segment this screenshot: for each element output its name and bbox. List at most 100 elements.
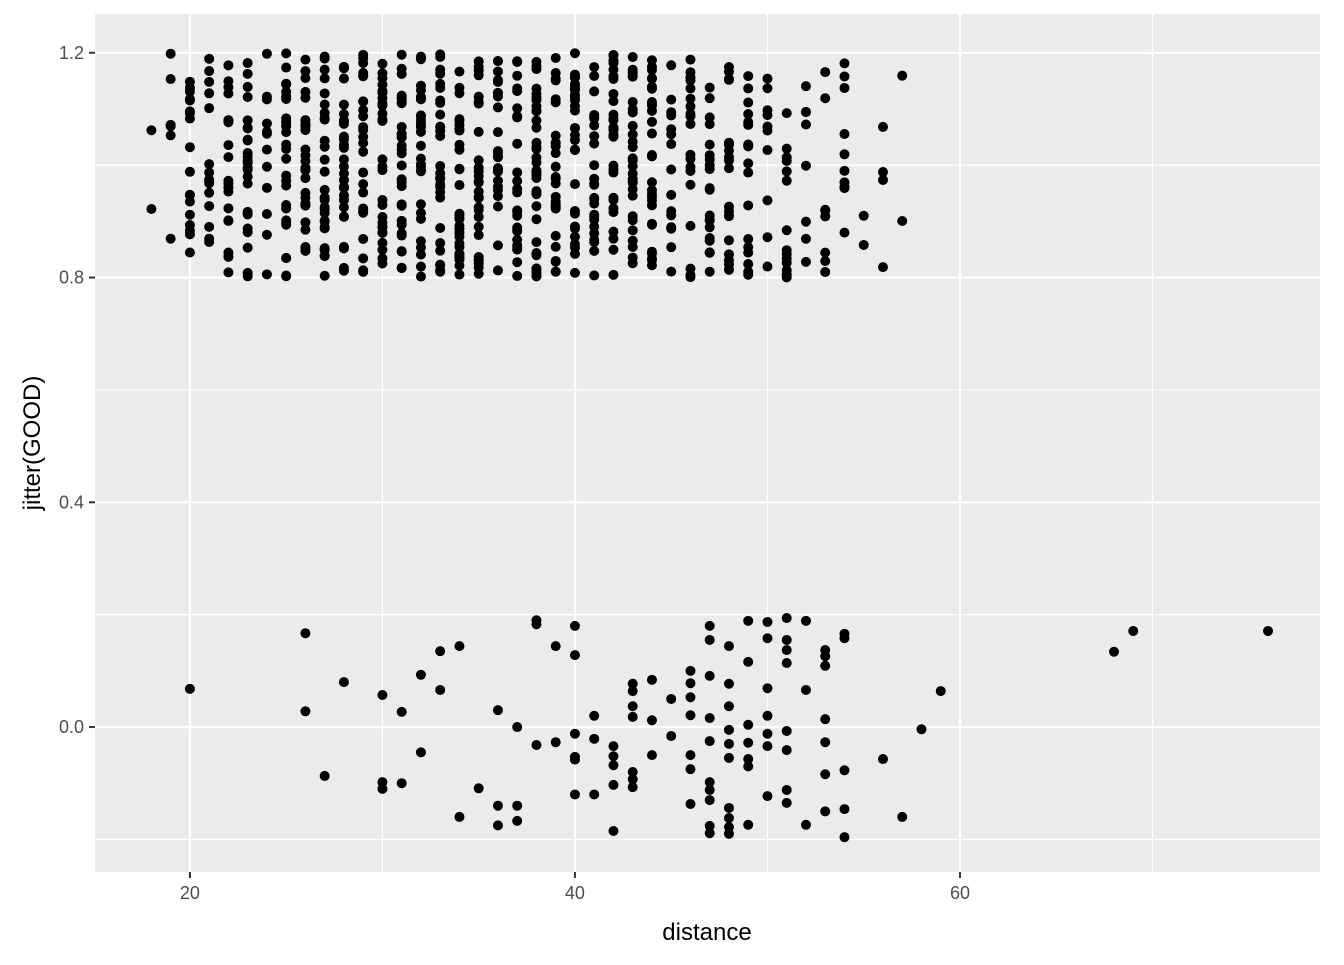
- data-point: [569, 80, 580, 91]
- data-point: [396, 63, 407, 74]
- data-point: [223, 115, 234, 126]
- data-point: [435, 646, 446, 657]
- data-point: [723, 137, 734, 148]
- data-point: [396, 228, 407, 239]
- data-point: [492, 201, 503, 212]
- data-point: [781, 225, 792, 236]
- data-point: [723, 724, 734, 735]
- data-point: [781, 613, 792, 624]
- data-point: [704, 233, 715, 244]
- data-point: [820, 651, 831, 662]
- data-point: [723, 74, 734, 85]
- data-point: [415, 51, 426, 62]
- data-point: [589, 86, 600, 97]
- data-point: [627, 225, 638, 236]
- data-point: [743, 109, 754, 120]
- data-point: [704, 670, 715, 681]
- data-point: [319, 154, 330, 165]
- x-tick-label: 20: [180, 883, 200, 903]
- data-point: [204, 66, 215, 77]
- data-point: [435, 222, 446, 233]
- data-point: [820, 205, 831, 216]
- data-point: [300, 92, 311, 103]
- data-point: [646, 65, 657, 76]
- data-point: [743, 266, 754, 277]
- data-point: [800, 81, 811, 92]
- data-point: [627, 120, 638, 131]
- data-point: [242, 91, 253, 102]
- data-point: [338, 134, 349, 145]
- data-point: [281, 94, 292, 105]
- data-point: [358, 49, 369, 60]
- data-point: [666, 693, 677, 704]
- data-point: [415, 161, 426, 172]
- data-point: [512, 183, 523, 194]
- data-point: [685, 179, 696, 190]
- data-point: [242, 147, 253, 158]
- data-point: [396, 181, 407, 192]
- data-point: [435, 187, 446, 198]
- data-point: [319, 251, 330, 262]
- data-point: [512, 722, 523, 733]
- data-point: [800, 160, 811, 171]
- data-point: [743, 234, 754, 245]
- data-point: [396, 140, 407, 151]
- data-point: [223, 152, 234, 163]
- data-point: [454, 125, 465, 136]
- data-point: [223, 203, 234, 214]
- data-point: [743, 167, 754, 178]
- y-tick-label: 0.4: [59, 492, 84, 512]
- data-point: [820, 714, 831, 725]
- data-point: [338, 243, 349, 254]
- data-point: [935, 686, 946, 697]
- data-point: [646, 750, 657, 761]
- data-point: [492, 820, 503, 831]
- data-point: [512, 234, 523, 245]
- data-point: [608, 233, 619, 244]
- data-point: [839, 129, 850, 140]
- data-point: [261, 269, 272, 280]
- data-point: [569, 123, 580, 134]
- data-point: [646, 218, 657, 229]
- data-point: [685, 799, 696, 810]
- data-point: [165, 74, 176, 85]
- data-point: [685, 710, 696, 721]
- data-point: [858, 210, 869, 221]
- data-point: [358, 266, 369, 277]
- data-point: [550, 255, 561, 266]
- data-point: [435, 64, 446, 75]
- data-point: [281, 62, 292, 73]
- data-point: [492, 76, 503, 87]
- data-point: [608, 825, 619, 836]
- data-point: [820, 769, 831, 780]
- data-point: [704, 119, 715, 130]
- data-point: [300, 187, 311, 198]
- data-point: [839, 804, 850, 815]
- data-point: [281, 175, 292, 186]
- data-point: [569, 135, 580, 146]
- data-point: [820, 67, 831, 78]
- data-point: [242, 155, 253, 166]
- data-point: [569, 267, 580, 278]
- data-point: [743, 656, 754, 667]
- data-point: [877, 262, 888, 273]
- data-point: [184, 225, 195, 236]
- data-point: [743, 158, 754, 169]
- data-point: [666, 107, 677, 118]
- data-point: [627, 774, 638, 785]
- data-point: [358, 125, 369, 136]
- data-point: [820, 660, 831, 671]
- data-point: [300, 164, 311, 175]
- data-point: [646, 116, 657, 127]
- data-point: [743, 761, 754, 772]
- data-point: [512, 70, 523, 81]
- data-point: [704, 183, 715, 194]
- data-point: [569, 223, 580, 234]
- data-point: [608, 244, 619, 255]
- data-point: [377, 161, 388, 172]
- data-point: [608, 760, 619, 771]
- data-point: [319, 73, 330, 84]
- data-point: [704, 620, 715, 631]
- data-point: [531, 189, 542, 200]
- data-point: [839, 633, 850, 644]
